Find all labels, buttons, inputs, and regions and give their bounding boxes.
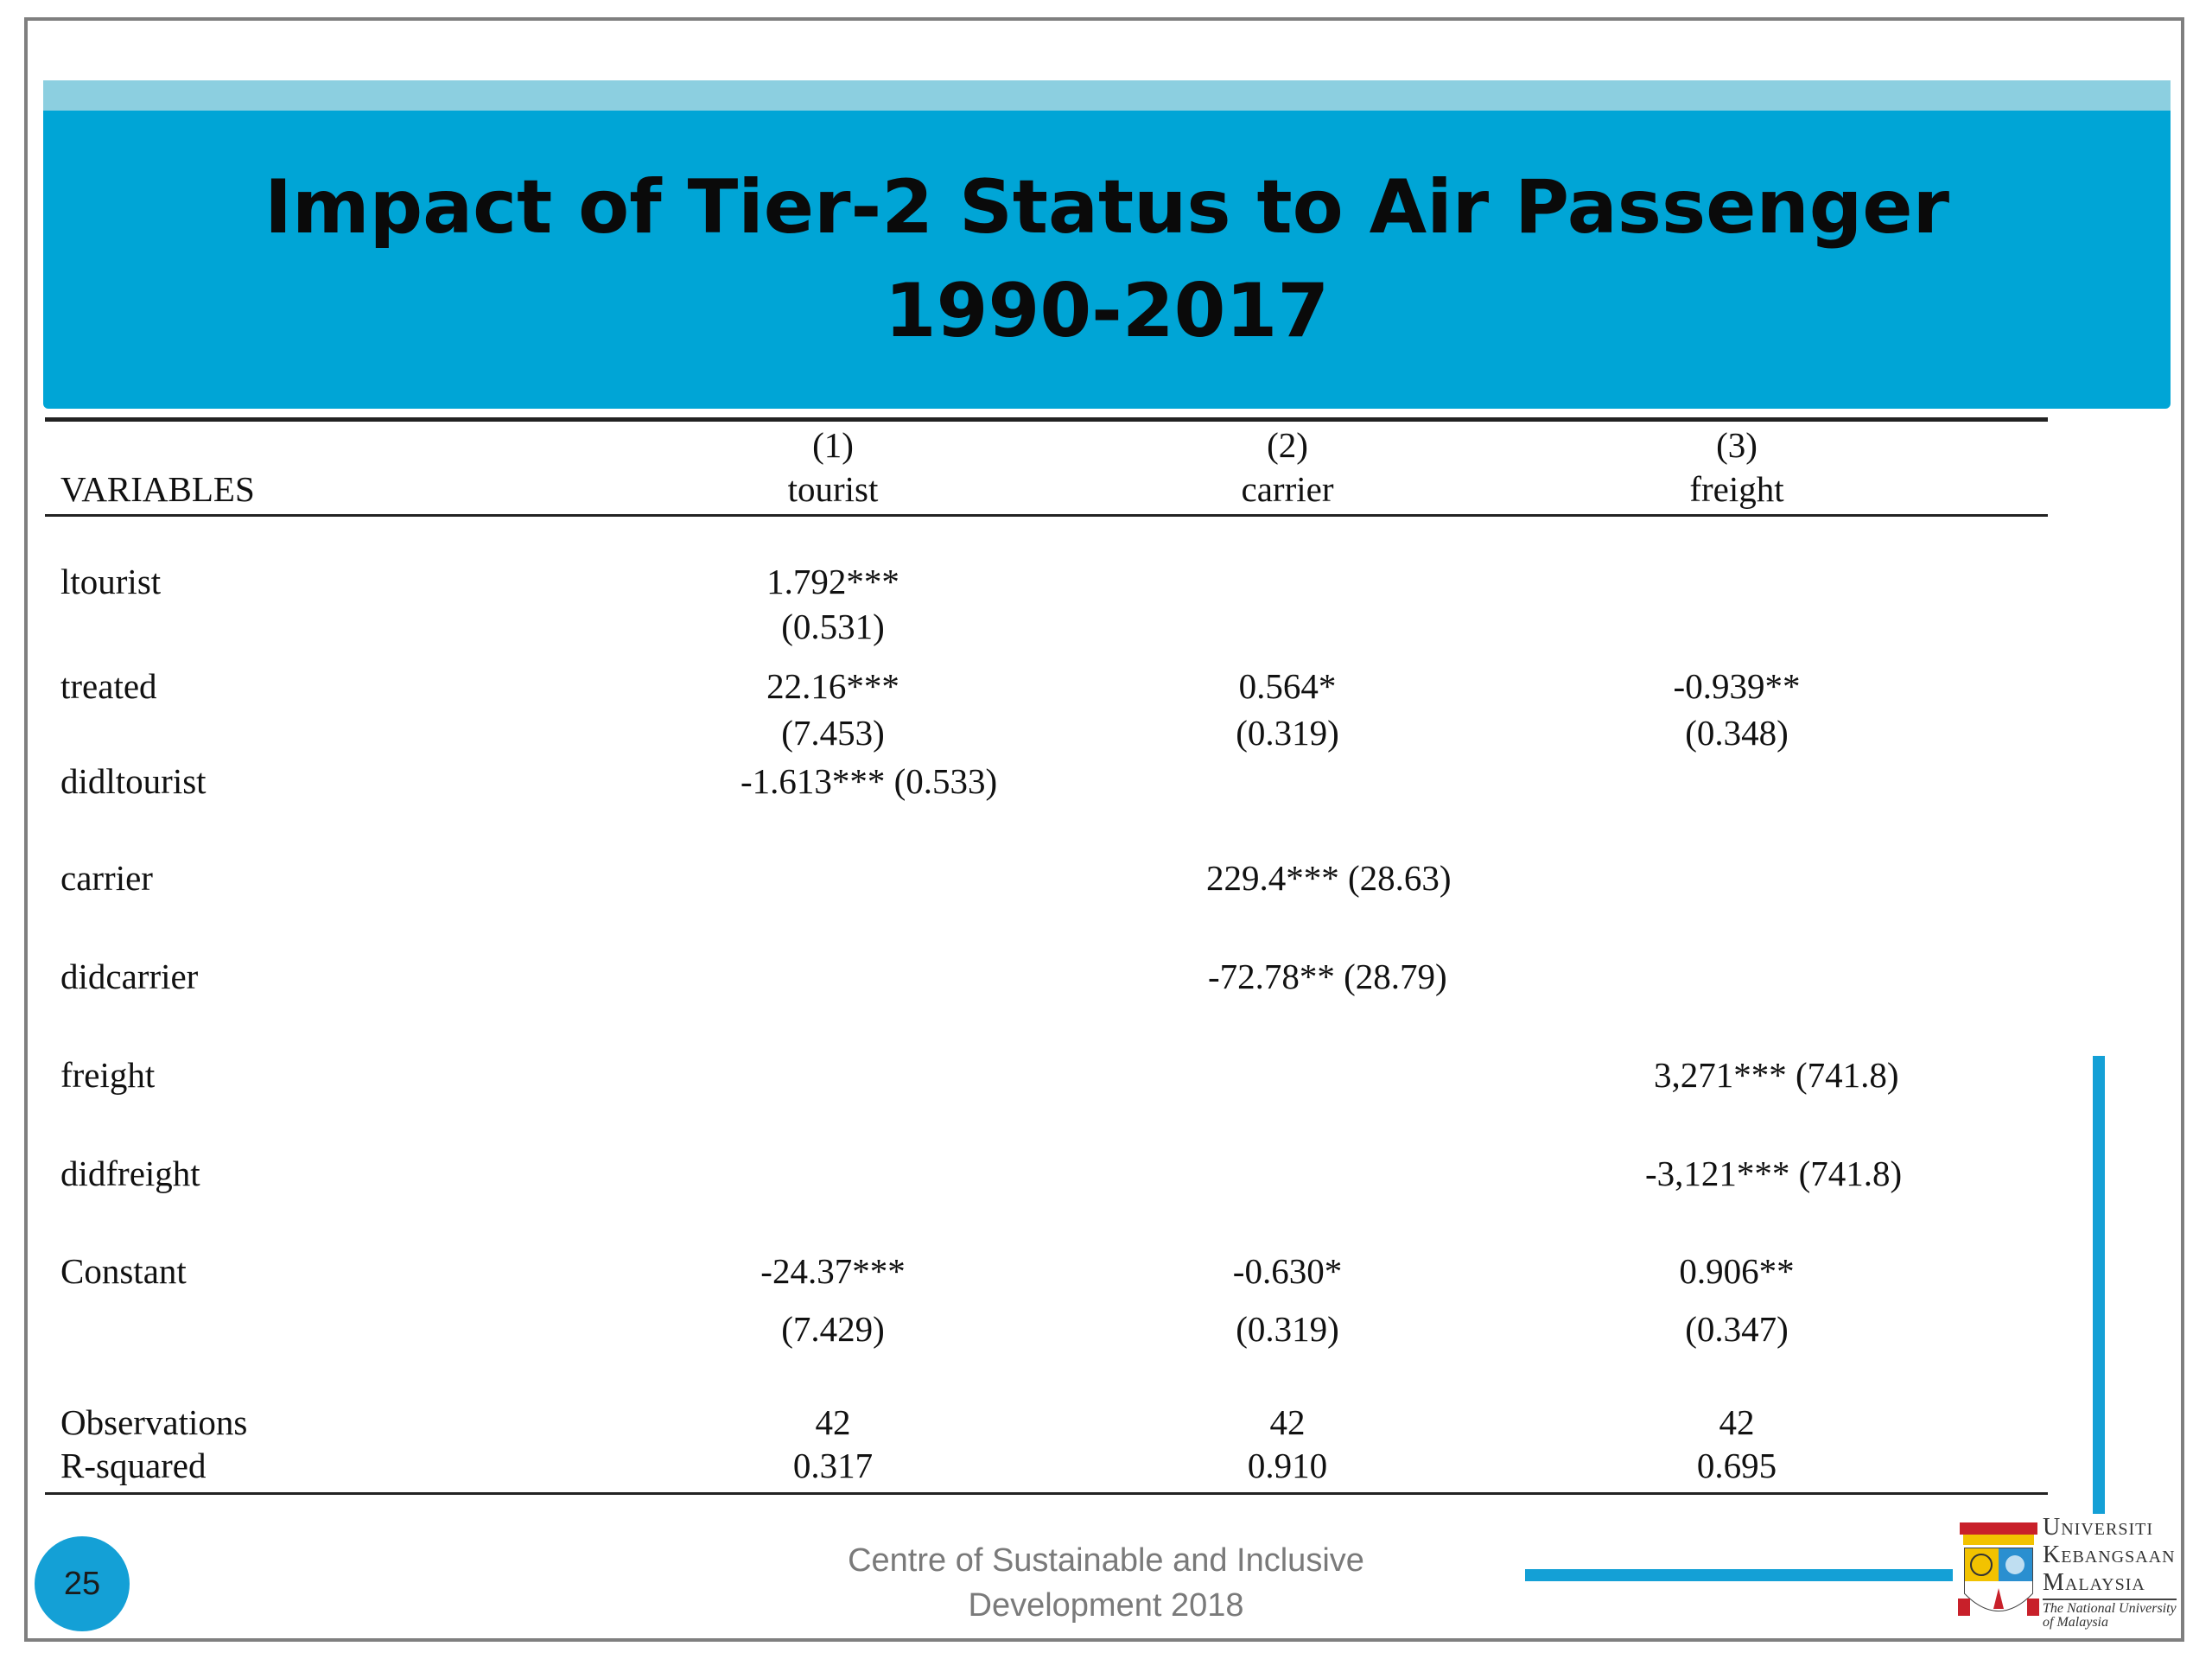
title-banner [43,111,2171,409]
logo-line-3: Malaysia [2043,1569,2145,1596]
logo-line-2: Kebangsaan [2043,1541,2176,1568]
logo-line-1: Universiti [2043,1514,2153,1541]
col-3-name: freight [1689,469,1784,509]
carrier-c2: 229.4*** (28.63) [1206,858,1452,898]
table-top-rule [45,417,2048,422]
treated-c3-coef: -0.939** [1673,666,1801,706]
ltourist-c1-coef: 1.792*** [766,562,899,601]
ltourist-c1-se: (0.531) [781,607,885,646]
constant-c1-coef: -24.37*** [760,1251,906,1291]
observations-c2: 42 [1269,1402,1306,1442]
col-2-name: carrier [1241,469,1334,509]
row-label-rsquared: R-squared [60,1446,207,1485]
row-label-didfreight: didfreight [60,1154,200,1193]
rsquared-c1: 0.317 [792,1446,874,1485]
slide-title: Impact of Tier-2 Status to Air Passenger… [43,156,2171,363]
footer-line-1: Centre of Sustainable and Inclusive [848,1542,1364,1579]
page-number-badge: 25 [35,1536,130,1631]
logo-tagline-2: of Malaysia [2043,1615,2108,1630]
col-1-name: tourist [787,469,879,509]
col-3-number: (3) [1716,425,1758,465]
treated-c3-se: (0.348) [1685,713,1789,753]
col-2-number: (2) [1267,425,1308,465]
rsquared-c2: 0.910 [1247,1446,1328,1485]
table-header-rule [45,514,2048,517]
col-1-number: (1) [812,425,854,465]
ukm-crest-icon [1958,1522,2039,1616]
didltourist-c1: -1.613*** (0.533) [741,761,998,801]
row-label-constant: Constant [60,1251,187,1291]
treated-c2-se: (0.319) [1236,713,1339,753]
row-label-ltourist: ltourist [60,562,162,601]
treated-c1-se: (7.453) [781,713,885,753]
row-label-didcarrier: didcarrier [60,957,199,996]
didfreight-c3: -3,121*** (741.8) [1645,1154,1903,1193]
constant-c3-coef: 0.906** [1679,1251,1795,1291]
university-logo-text: Universiti Kebangsaan Malaysia The Natio… [2043,1514,2177,1630]
rsquared-c3: 0.695 [1696,1446,1777,1485]
row-label-observations: Observations [60,1402,248,1442]
logo-tagline-1: The National University [2043,1599,2177,1616]
title-line-1: Impact of Tier-2 Status to Air Passenger [264,164,1950,251]
variables-header: VARIABLES [60,469,255,509]
regression-table: (1) (2) (3) VARIABLES tourist carrier fr… [45,417,2048,1496]
constant-c1-se: (7.429) [781,1309,885,1349]
freight-c3: 3,271*** (741.8) [1654,1055,1899,1095]
footer-line-2: Development 2018 [968,1587,1244,1624]
observations-c3: 42 [1719,1402,1755,1442]
accent-vertical-bar [2093,1056,2105,1514]
row-label-carrier: carrier [60,858,153,898]
row-label-treated: treated [60,666,157,706]
treated-c1-coef: 22.16*** [766,666,899,706]
title-line-2: 1990-2017 [884,268,1330,354]
row-label-didltourist: didltourist [60,761,207,801]
treated-c2-coef: 0.564* [1238,666,1337,706]
banner-top-strip [43,80,2171,113]
constant-c2-se: (0.319) [1236,1309,1339,1349]
observations-c1: 42 [815,1402,851,1442]
table-bottom-rule [45,1492,2048,1495]
accent-horizontal-bar [1525,1569,1953,1581]
row-label-freight: freight [60,1055,156,1095]
constant-c3-se: (0.347) [1685,1309,1789,1349]
didcarrier-c2: -72.78** (28.79) [1208,957,1447,996]
footer-text: Centre of Sustainable and Inclusive Deve… [760,1538,1452,1628]
constant-c2-coef: -0.630* [1232,1251,1343,1291]
page-number: 25 [63,1565,101,1602]
